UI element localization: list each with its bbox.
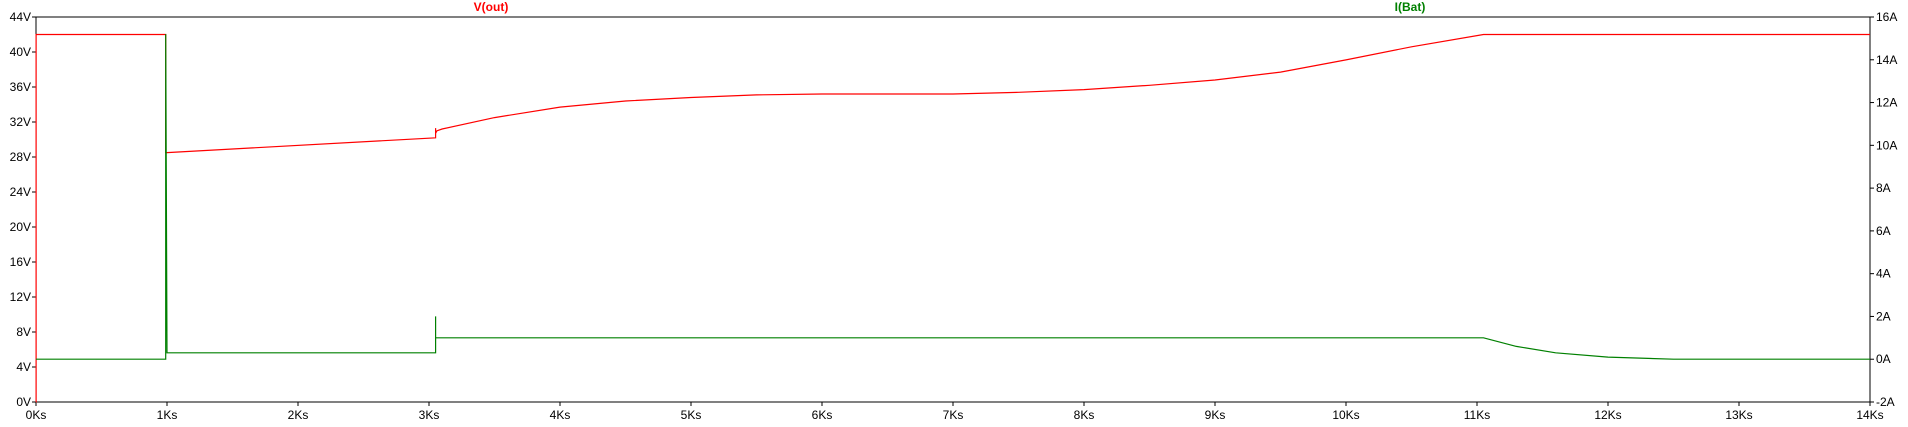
x-tick-label: 11Ks	[1464, 408, 1490, 422]
x-tick-label: 10Ks	[1332, 408, 1359, 422]
x-tick-label: 7Ks	[943, 408, 964, 422]
x-tick-label: 1Ks	[157, 408, 178, 422]
y-left-tick-label: 28V	[10, 150, 31, 164]
y-right-tick-label: 8A	[1876, 181, 1891, 195]
y-left-tick-label: 24V	[10, 185, 31, 199]
x-tick-label: 6Ks	[812, 408, 833, 422]
x-tick-label: 2Ks	[288, 408, 309, 422]
y-right-tick-label: 4A	[1876, 267, 1891, 281]
y-right-tick-label: 6A	[1876, 224, 1891, 238]
x-tick-label: 4Ks	[550, 408, 571, 422]
x-tick-label: 3Ks	[419, 408, 440, 422]
x-tick-label: 9Ks	[1205, 408, 1226, 422]
series-title: V(out)	[474, 0, 509, 14]
y-left-tick-label: 44V	[10, 10, 31, 24]
x-tick-label: 14Ks	[1856, 408, 1883, 422]
series-line-v-out	[35, 33, 1870, 403]
x-tick-label: 5Ks	[681, 408, 702, 422]
x-tick-label: 0Ks	[26, 408, 47, 422]
y-left-tick-label: 20V	[10, 220, 31, 234]
y-right-tick-label: 0A	[1876, 352, 1891, 366]
x-tick-label: 13Ks	[1725, 408, 1752, 422]
y-left-tick-label: 16V	[10, 255, 31, 269]
y-right-tick-label: 2A	[1876, 309, 1891, 323]
series-line-i-bat	[36, 34, 1870, 360]
y-right-tick-label: -2A	[1876, 395, 1895, 409]
plot-frame	[35, 16, 1871, 403]
y-left-tick-label: 4V	[16, 360, 31, 374]
y-right-tick-label: 14A	[1876, 53, 1897, 67]
x-tick-label: 12Ks	[1594, 408, 1621, 422]
y-right-tick-label: 12A	[1876, 96, 1897, 110]
y-right-tick-label: 16A	[1876, 10, 1897, 24]
y-left-tick-label: 40V	[10, 45, 31, 59]
y-left-tick-label: 36V	[10, 80, 31, 94]
x-tick-label: 8Ks	[1074, 408, 1095, 422]
y-left-tick-label: 32V	[10, 115, 31, 129]
series-title: I(Bat)	[1395, 0, 1426, 14]
y-left-tick-label: 12V	[10, 290, 31, 304]
y-left-tick-label: 0V	[16, 395, 31, 409]
y-right-tick-label: 10A	[1876, 138, 1897, 152]
y-left-tick-label: 8V	[16, 325, 31, 339]
